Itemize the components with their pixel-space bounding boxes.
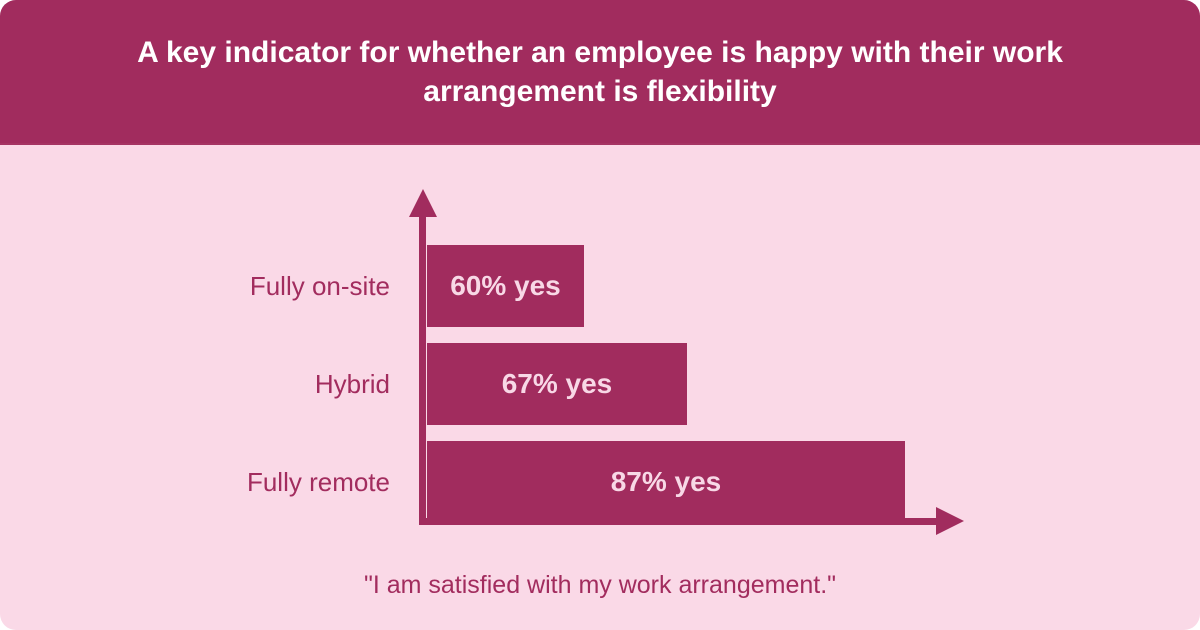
category-label: Fully on-site (249, 270, 390, 301)
bar-row: Fully remote 87% yes (140, 441, 905, 523)
bar-value-label: 60% yes (450, 270, 561, 301)
header-banner: A key indicator for whether an employee … (0, 0, 1200, 145)
page-title: A key indicator for whether an employee … (0, 0, 1200, 111)
bar-row: Fully on-site 60% yes (140, 245, 584, 327)
bar-value-label: 67% yes (501, 368, 613, 399)
bar: 87% yes (427, 441, 905, 523)
bar: 60% yes (427, 245, 584, 327)
bar-chart: Fully on-site 60% yes Hybrid 67% yes Ful… (0, 143, 1200, 630)
x-axis-line (419, 518, 938, 525)
title-line-1: A key indicator for whether an employee … (137, 36, 1063, 69)
bar: 67% yes (427, 343, 687, 425)
bar-value-label: 87% yes (610, 466, 722, 497)
chart-caption: "I am satisfied with my work arrangement… (363, 571, 837, 599)
bar-row: Hybrid 67% yes (140, 343, 687, 425)
y-axis-line (419, 205, 426, 525)
category-label: Fully remote (246, 466, 390, 497)
title-line-2: arrangement is flexibility (423, 75, 777, 108)
category-label: Hybrid (314, 368, 390, 399)
x-axis-arrow-icon (936, 507, 964, 535)
